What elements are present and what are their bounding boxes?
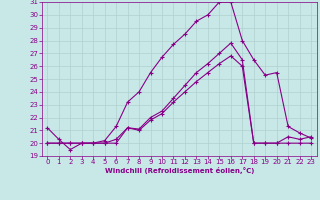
X-axis label: Windchill (Refroidissement éolien,°C): Windchill (Refroidissement éolien,°C) [105,167,254,174]
